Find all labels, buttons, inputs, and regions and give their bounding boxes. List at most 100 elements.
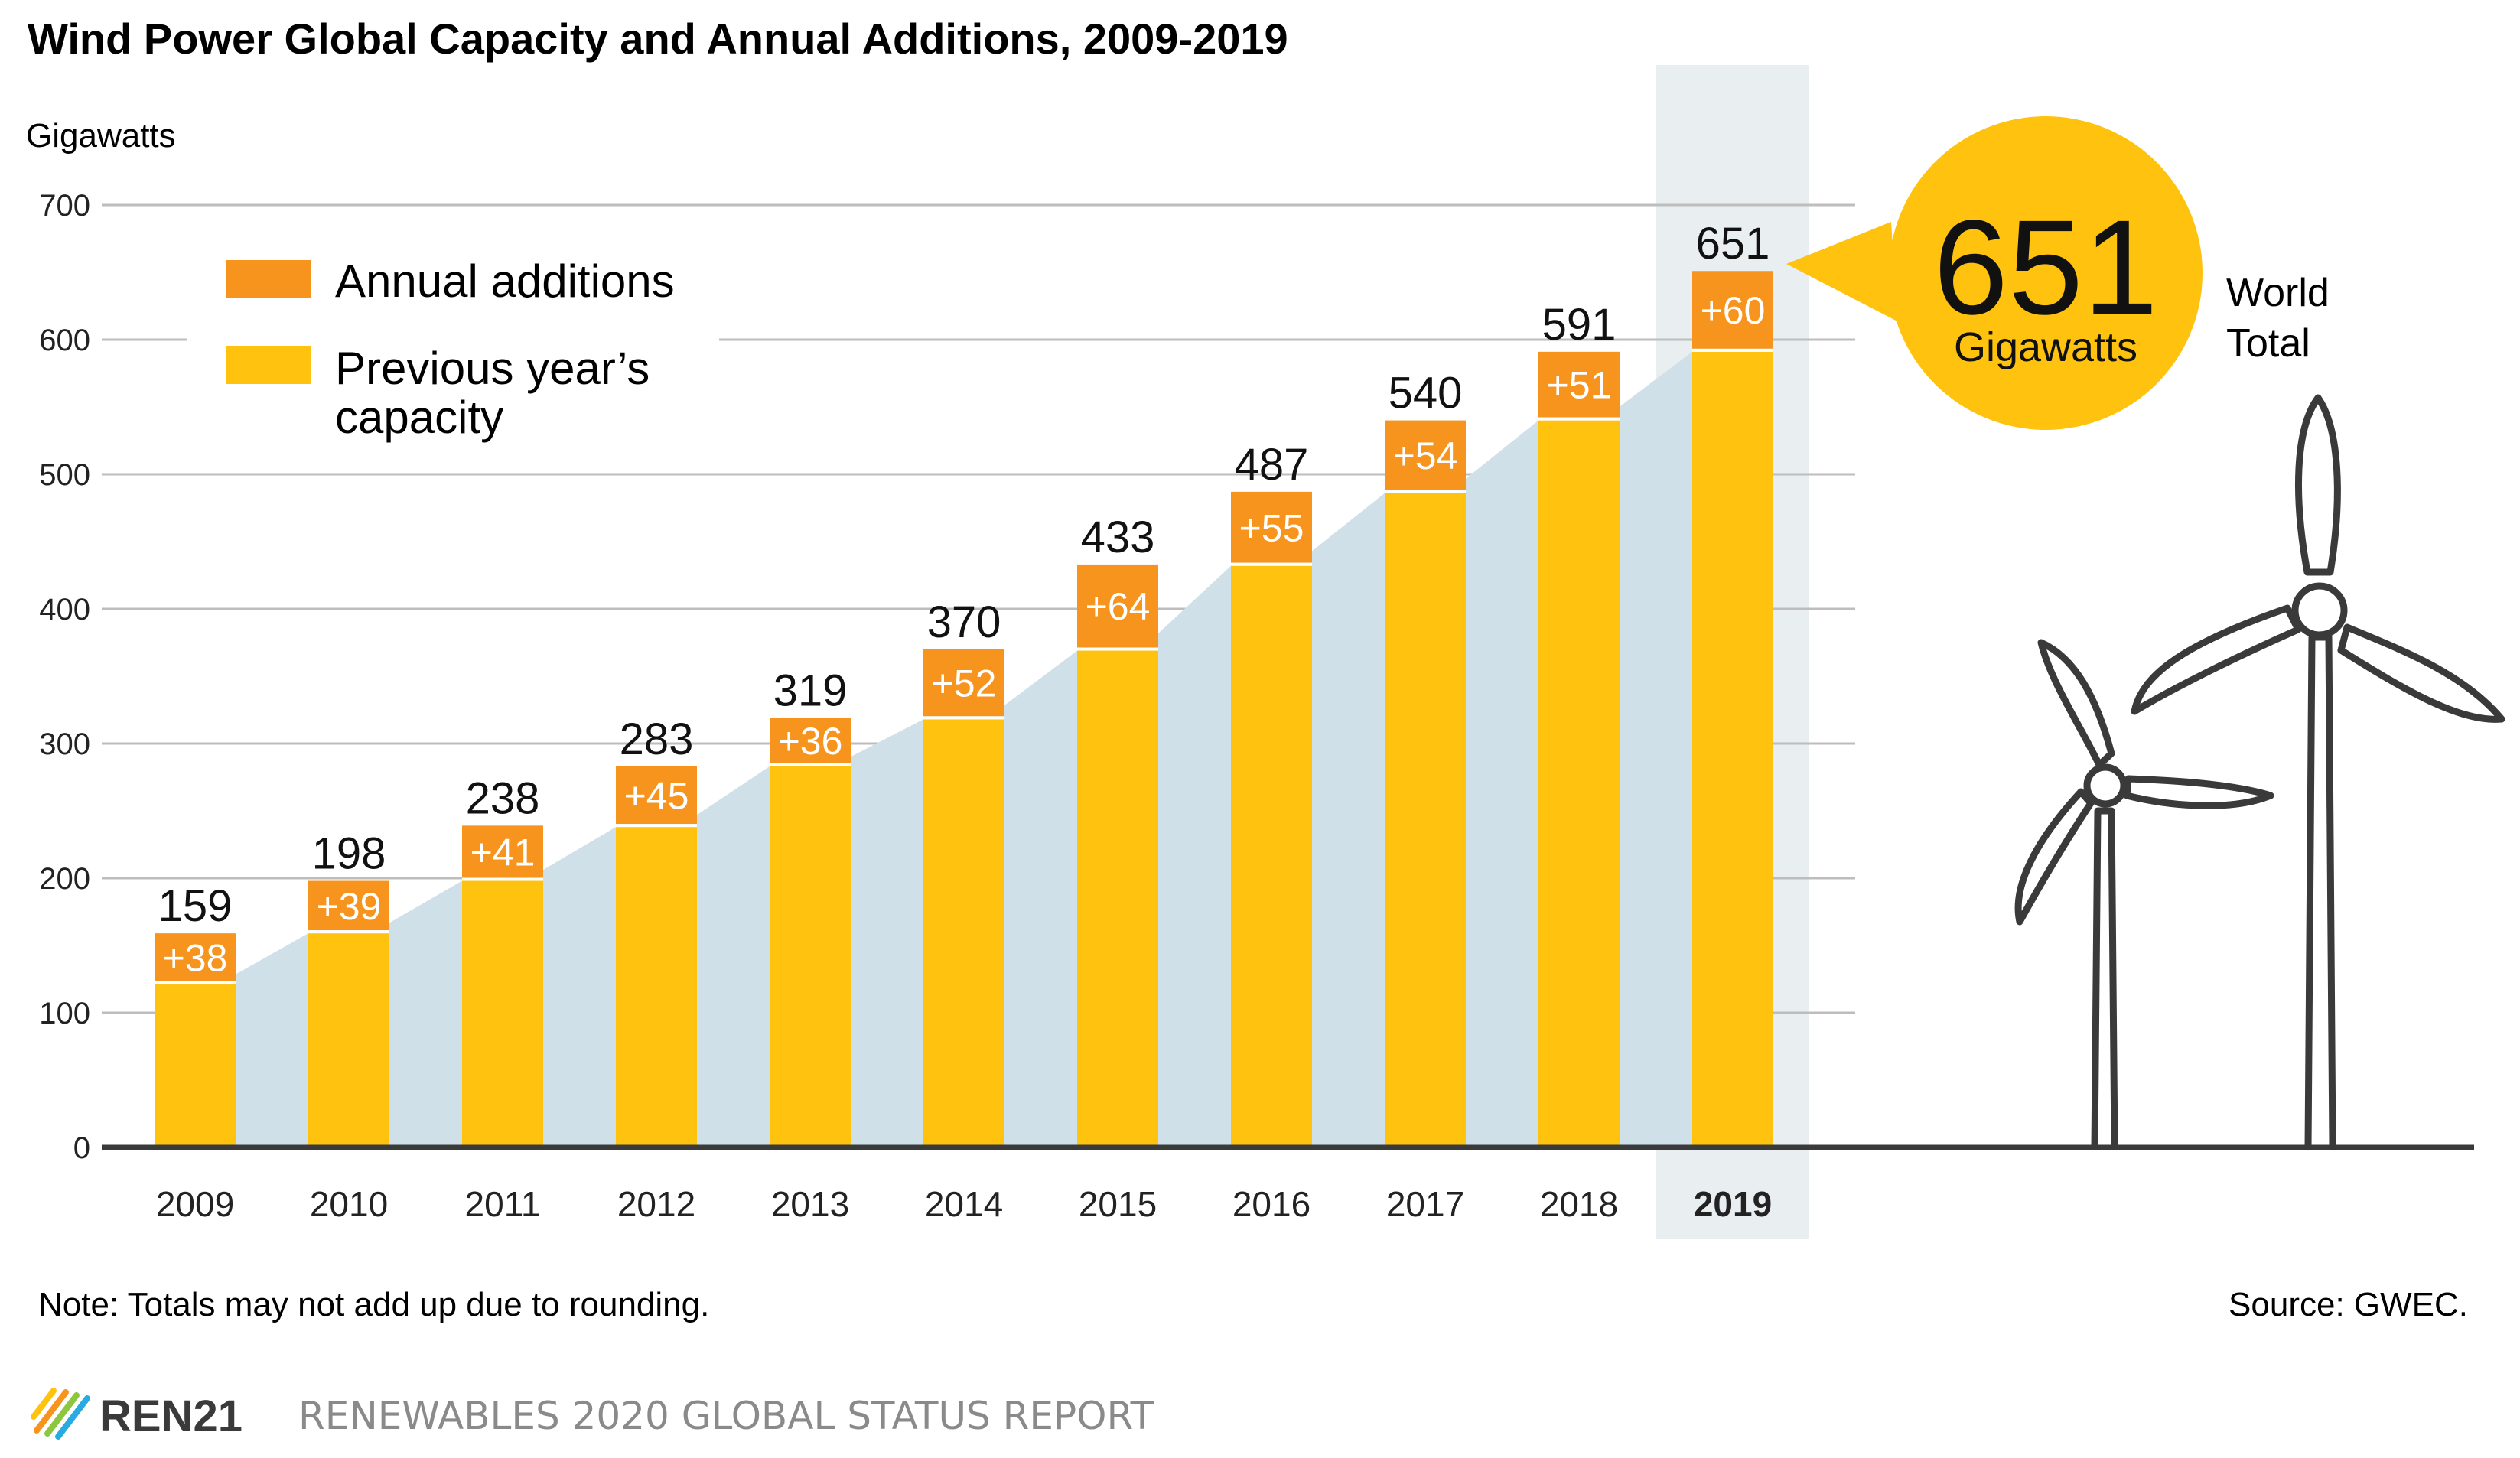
callout-pointer: [1786, 222, 1897, 321]
source-note: Source: GWEC.: [2229, 1286, 2468, 1323]
bar-previous-capacity: [616, 827, 697, 1147]
bar-annual-addition: [1231, 491, 1312, 563]
total-label: 370: [927, 597, 1001, 647]
ren21-logo-icon: [31, 1388, 90, 1440]
bar-previous-capacity: [1077, 650, 1158, 1147]
total-label: 651: [1696, 219, 1770, 268]
y-tick-label: 600: [39, 324, 90, 357]
chart-title: Wind Power Global Capacity and Annual Ad…: [28, 15, 1288, 63]
y-axis-label: Gigawatts: [26, 117, 176, 155]
bar-layer: [155, 271, 1773, 1148]
addition-label: +51: [1547, 364, 1612, 407]
y-tick-label: 100: [39, 997, 90, 1030]
bar-annual-addition: [1538, 351, 1620, 418]
addition-label: +45: [624, 775, 689, 818]
x-tick-label: 2015: [1079, 1184, 1157, 1224]
y-tick-labels: 0 100 200 300 400 500 600 700: [39, 189, 90, 1165]
callout-unit: Gigawatts: [1954, 324, 2137, 370]
addition-label: +39: [317, 885, 382, 928]
total-label: 540: [1389, 369, 1463, 418]
bar-annual-addition: [155, 933, 236, 982]
legend-label-additions: Annual additions: [335, 255, 675, 307]
y-tick-label: 700: [39, 189, 90, 223]
small-turbine-icon: [2014, 639, 2274, 1148]
x-tick-label: 2016: [1232, 1184, 1310, 1224]
x-tick-labels: 2009 2010 2011 2012 2013 2014 2015 2016 2017 2018…: [156, 1184, 1772, 1224]
large-turbine-icon: [2131, 394, 2505, 1148]
total-label: 433: [1081, 513, 1155, 562]
x-tick-label: 2019: [1694, 1184, 1772, 1224]
bar-previous-capacity: [308, 933, 389, 1147]
bar-previous-capacity: [155, 984, 236, 1147]
x-tick-label: 2009: [156, 1184, 234, 1224]
capacity-area-segment: [851, 719, 923, 1147]
capacity-area-segment: [236, 933, 308, 1147]
brand-name: REN21: [99, 1391, 243, 1441]
bar-previous-capacity: [1692, 351, 1773, 1148]
x-tick-label: 2010: [310, 1184, 388, 1224]
bar-previous-capacity: [1538, 420, 1620, 1147]
addition-label: +64: [1086, 585, 1151, 628]
y-tick-label: 400: [39, 593, 90, 626]
addition-label: +54: [1393, 434, 1458, 477]
bar-annual-addition: [770, 718, 851, 763]
total-label: 283: [620, 714, 694, 764]
callout-value: 651: [1933, 193, 2158, 343]
addition-label: +41: [470, 831, 536, 874]
capacity-area-segment: [697, 766, 770, 1147]
footnote: Note: Totals may not add up due to round…: [38, 1286, 709, 1323]
addition-label: +60: [1701, 289, 1766, 332]
addition-label: +52: [932, 662, 997, 705]
y-tick-label: 500: [39, 458, 90, 492]
capacity-area-segment: [1466, 420, 1538, 1147]
legend: Annual additions Previous year’s capacit…: [226, 255, 675, 443]
capacity-area-segment: [1004, 650, 1077, 1147]
legend-swatch-additions: [226, 260, 311, 298]
bar-previous-capacity: [923, 719, 1004, 1147]
area-layer: [236, 351, 1692, 1148]
wind-turbines-illustration: [2014, 394, 2505, 1148]
y-tick-label: 0: [73, 1131, 90, 1165]
total-label: 238: [466, 773, 540, 823]
capacity-area-segment: [1312, 493, 1385, 1147]
total-label: 591: [1542, 300, 1617, 350]
capacity-area-segment: [1158, 565, 1231, 1147]
y-tick-label: 200: [39, 862, 90, 896]
bar-previous-capacity: [462, 880, 543, 1147]
legend-label-previous-line1: Previous year’s: [335, 343, 650, 394]
addition-label: +38: [163, 937, 228, 980]
capacity-area-segment: [1620, 351, 1692, 1148]
bar-annual-addition: [1077, 564, 1158, 648]
bar-annual-addition: [462, 825, 543, 878]
bar-annual-addition: [616, 766, 697, 825]
bar-previous-capacity: [1385, 493, 1466, 1147]
bar-annual-addition: [923, 649, 1004, 717]
total-label: 198: [312, 829, 386, 879]
x-tick-label: 2018: [1540, 1184, 1618, 1224]
report-name: RENEWABLES 2020 GLOBAL STATUS REPORT: [298, 1394, 1154, 1438]
capacity-area-segment: [389, 880, 462, 1147]
total-label: 319: [773, 666, 848, 716]
x-tick-label: 2012: [617, 1184, 695, 1224]
bar-previous-capacity: [770, 766, 851, 1147]
total-label: 159: [158, 881, 233, 931]
x-tick-label: 2014: [925, 1184, 1003, 1224]
bar-previous-capacity: [1231, 565, 1312, 1147]
total-label: 487: [1235, 440, 1309, 490]
x-tick-label: 2013: [771, 1184, 849, 1224]
callout: 651 Gigawatts World Total: [1786, 116, 2330, 430]
world-total-line1: World: [2226, 271, 2330, 315]
y-tick-label: 300: [39, 727, 90, 761]
addition-label: +36: [778, 720, 843, 763]
bar-annual-addition: [1385, 420, 1466, 490]
legend-swatch-previous: [226, 346, 311, 384]
x-tick-label: 2011: [465, 1184, 541, 1224]
x-tick-label: 2017: [1386, 1184, 1464, 1224]
world-total-line2: Total: [2226, 321, 2310, 366]
capacity-area-segment: [543, 827, 616, 1147]
callout-bubble: [1889, 116, 2203, 430]
bar-annual-addition: [308, 880, 389, 931]
legend-label-previous-line2: capacity: [335, 392, 503, 443]
